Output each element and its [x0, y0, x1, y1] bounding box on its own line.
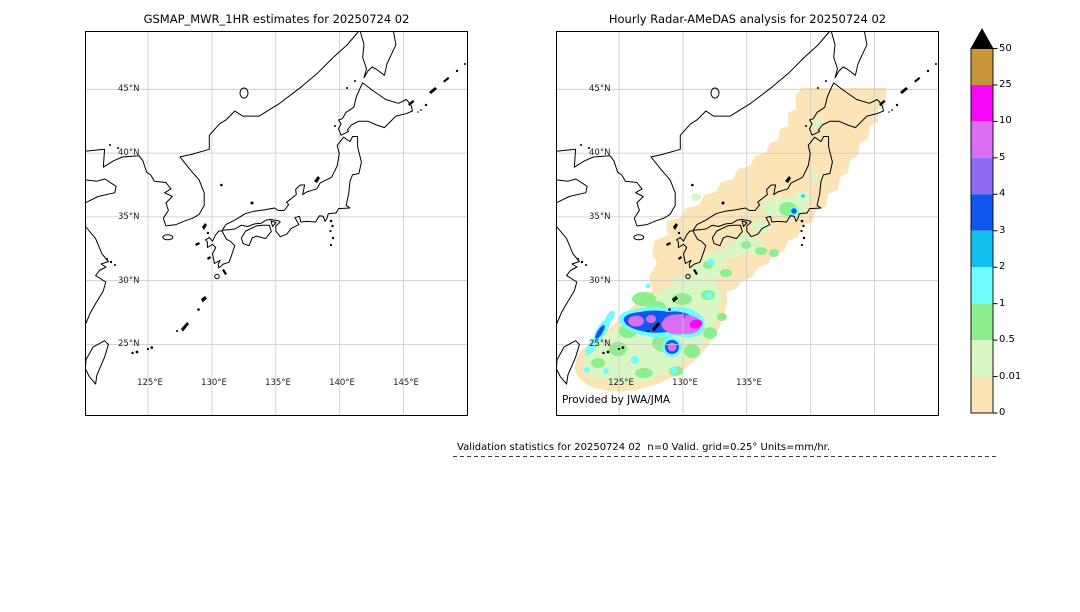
left-panel-title: GSMAP_MWR_1HR estimates for 20250724 02 [143, 12, 410, 26]
colorbar-overflow-arrow [970, 28, 994, 49]
lat-label: 30°N [589, 276, 611, 286]
lon-label: 145°E [393, 378, 419, 388]
colorbar-tick-label: 1 [999, 297, 1006, 309]
colorbar-segment [971, 121, 993, 158]
colorbar-tick-label: 2 [999, 261, 1006, 273]
lon-label: 130°E [672, 378, 698, 388]
map-border [556, 31, 939, 416]
colorbar-segment [971, 230, 993, 268]
colorbar-segment [971, 303, 993, 341]
gsmap-map-panel: 45°N 40°N 35°N 30°N 25°N 125°E 130°E 135… [85, 31, 468, 416]
colorbar-tick-label: 25 [999, 79, 1012, 90]
colorbar-tick-label: 5 [999, 151, 1006, 163]
lat-label: 25°N [118, 339, 140, 349]
colorbar-segment [971, 48, 993, 85]
lat-label: 45°N [118, 84, 140, 94]
colorbar-segment [971, 84, 993, 122]
colorbar-tick-label: 50 [999, 42, 1012, 54]
lat-label: 45°N [589, 84, 611, 94]
validation-statistics-text: Validation statistics for 20250724 02 n=… [457, 442, 831, 453]
data-credit: Provided by JWA/JMA [562, 394, 671, 406]
colorbar-tick-label: 0.5 [999, 334, 1015, 346]
colorbar-tick-label: 0.01 [999, 370, 1022, 382]
map-border [85, 31, 468, 416]
colorbar-tick-label: 0 [999, 407, 1006, 418]
colorbar-tick-label: 10 [999, 115, 1012, 127]
lat-label: 30°N [118, 276, 140, 286]
lat-label: 35°N [589, 212, 611, 222]
colorbar-segment [971, 157, 993, 195]
precip-level-5-10 [628, 314, 702, 352]
colorbar-tick-label: 3 [999, 224, 1006, 236]
right-panel-title: Hourly Radar-AMeDAS analysis for 2025072… [608, 12, 887, 26]
lat-label: 35°N [118, 212, 140, 222]
colorbar-segment [971, 376, 993, 413]
lat-label: 40°N [118, 148, 140, 158]
radar-amedas-map [556, 31, 939, 416]
lon-label: 130°E [201, 378, 227, 388]
dashed-divider [453, 456, 997, 457]
lon-label: 135°E [736, 378, 762, 388]
lat-label: 40°N [589, 148, 611, 158]
colorbar-segment [971, 340, 993, 377]
colorbar-tick-label: 4 [999, 188, 1006, 200]
colorbar-segment [971, 267, 993, 304]
colorbar-tick-marks [993, 48, 998, 414]
gsmap-map [85, 31, 468, 416]
lon-label: 135°E [265, 378, 291, 388]
lon-label: 125°E [137, 378, 163, 388]
lat-label: 25°N [589, 339, 611, 349]
radar-amedas-map-panel: 45°N 40°N 35°N 30°N 25°N 125°E 130°E 135… [556, 31, 939, 416]
lon-label: 140°E [329, 378, 355, 388]
lon-label: 125°E [608, 378, 634, 388]
colorbar-segment [971, 194, 993, 231]
precip-colorbar [970, 28, 998, 414]
